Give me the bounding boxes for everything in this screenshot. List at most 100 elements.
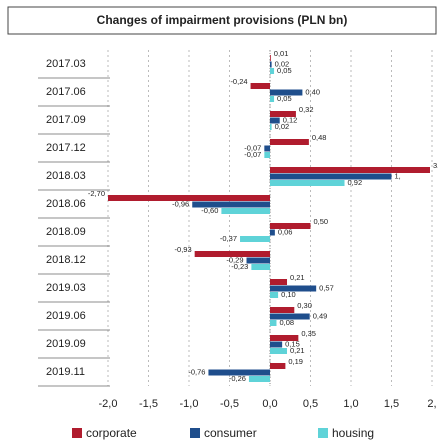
category-label: 2017.12	[46, 142, 86, 154]
bar	[270, 139, 309, 145]
value-label: 0,10	[281, 290, 296, 299]
category-label: 2018.06	[46, 198, 86, 210]
value-label: -0,26	[229, 374, 246, 383]
bar	[270, 335, 299, 341]
value-label: 0,01	[274, 49, 289, 58]
bar	[270, 180, 345, 186]
value-label: 0,05	[277, 94, 292, 103]
bar	[246, 257, 270, 264]
category-label: 2018.12	[46, 254, 86, 266]
bar	[221, 208, 270, 214]
x-tick-label: -1,5	[139, 398, 158, 410]
bar	[270, 348, 288, 354]
value-label: 0,21	[290, 273, 305, 282]
bar	[270, 111, 296, 117]
bar	[264, 152, 270, 158]
bar	[270, 292, 279, 298]
bar	[270, 223, 311, 229]
value-label: 0,15	[285, 339, 300, 348]
value-label: 0,19	[288, 357, 303, 366]
legend-swatch	[190, 428, 200, 438]
value-label: 0,21	[290, 346, 305, 355]
category-label: 2017.09	[46, 114, 86, 126]
value-label: -0,37	[220, 234, 237, 243]
value-label: -0,07	[244, 143, 261, 152]
category-label: 2017.06	[46, 86, 86, 98]
bar	[270, 279, 288, 285]
value-label: -2,70	[88, 189, 105, 198]
legend-label: consumer	[204, 426, 257, 440]
category-label: 2018.09	[46, 226, 86, 238]
value-label: 0,48	[312, 133, 327, 142]
value-label: 3.91	[433, 161, 438, 170]
bar	[270, 68, 275, 74]
x-tick-label: -2,0	[99, 398, 118, 410]
value-label: -0,23	[231, 262, 248, 271]
bar	[270, 55, 271, 61]
bar	[240, 236, 270, 242]
category-label: 2019.06	[46, 310, 86, 322]
value-label: 0,49	[313, 311, 328, 320]
value-label: 1,	[395, 171, 401, 180]
x-tick-label: 1,5	[384, 398, 399, 410]
value-label: -0,24	[230, 77, 247, 86]
bar	[270, 229, 275, 236]
bar	[270, 173, 392, 180]
x-tick-label: 2,	[427, 398, 436, 410]
bar	[270, 341, 283, 348]
value-label: 0,12	[283, 115, 298, 124]
bar	[270, 61, 272, 68]
value-label: 0,40	[305, 87, 320, 96]
bar	[270, 307, 295, 313]
x-tick-label: -1,0	[180, 398, 199, 410]
bar	[248, 376, 270, 382]
value-label: 0,50	[314, 217, 329, 226]
value-label: 0,57	[319, 283, 334, 292]
category-label: 2017.03	[46, 58, 86, 70]
bar	[270, 363, 286, 369]
title-box	[7, 6, 437, 35]
bar	[250, 83, 270, 89]
legend-swatch	[318, 428, 328, 438]
value-label: 0,05	[277, 66, 292, 75]
bar	[270, 285, 317, 292]
bar	[264, 145, 270, 152]
bar	[208, 369, 270, 376]
bar	[270, 167, 430, 173]
value-label: -0,76	[188, 367, 205, 376]
bar	[251, 264, 270, 270]
value-label: -0,07	[244, 150, 261, 159]
bar	[270, 320, 277, 326]
value-label: 0,02	[275, 122, 290, 131]
legend-swatch	[72, 428, 82, 438]
value-label: -0,29	[226, 255, 243, 264]
category-label: 2019.11	[46, 366, 85, 378]
value-label: 0,92	[348, 178, 363, 187]
value-label: 0,32	[299, 105, 314, 114]
x-tick-label: 0,0	[262, 398, 277, 410]
bar	[270, 96, 275, 102]
category-label: 2019.03	[46, 282, 86, 294]
x-tick-label: -0,5	[220, 398, 239, 410]
value-label: -0,93	[175, 245, 192, 254]
bar	[270, 124, 272, 130]
legend-label: corporate	[86, 426, 137, 440]
x-tick-label: 0,5	[303, 398, 318, 410]
legend-label: housing	[332, 426, 374, 440]
bar	[270, 117, 280, 124]
value-label: 0,35	[301, 329, 316, 338]
value-label: -0,60	[201, 206, 218, 215]
bar	[194, 251, 270, 257]
value-label: 0,08	[279, 318, 294, 327]
value-label: -0,96	[172, 199, 189, 208]
bar	[192, 201, 270, 208]
bar	[108, 195, 270, 201]
chart-title: Changes of impairment provisions (PLN bn…	[97, 13, 348, 27]
value-label: 0,06	[278, 227, 293, 236]
category-label: 2018.03	[46, 170, 86, 182]
x-tick-label: 1,0	[343, 398, 358, 410]
bar	[270, 89, 303, 96]
category-label: 2019.09	[46, 338, 86, 350]
bar	[270, 313, 310, 320]
